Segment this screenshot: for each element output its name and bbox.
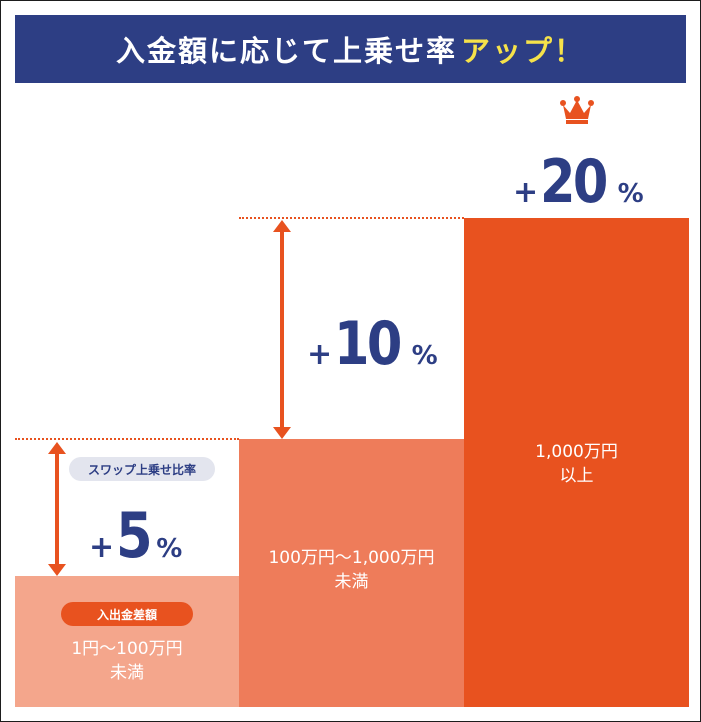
tier-amount-line: 1円～100万円 xyxy=(71,639,183,659)
bonus-sign: + xyxy=(307,337,333,372)
tier-1-amount: 1円～100万円 未満 xyxy=(15,637,239,685)
double-arrow-icon xyxy=(48,442,66,576)
tier-block-3 xyxy=(464,218,689,707)
deposit-difference-pill: 入出金差額 xyxy=(61,602,193,626)
bonus-5-percent: + 5 % xyxy=(89,499,182,572)
tier-2-amount: 100万円～1,000万円 未満 xyxy=(239,546,464,594)
banner-accent: アップ！ xyxy=(461,34,586,68)
dotted-guide-line-1 xyxy=(15,438,239,440)
tier-block-2 xyxy=(239,439,464,707)
tier-amount-line: 未満 xyxy=(334,572,369,592)
bonus-10-percent: + 10 % xyxy=(307,309,438,379)
bonus-value: 5 xyxy=(116,499,153,572)
bonus-unit: % xyxy=(411,341,438,371)
bonus-value: 20 xyxy=(540,147,608,217)
bonus-sign: + xyxy=(513,175,539,210)
swap-ratio-pill: スワップ上乗せ比率 xyxy=(69,457,215,481)
tier-block-1 xyxy=(15,576,239,707)
crown-icon xyxy=(560,96,594,124)
bonus-unit: % xyxy=(156,534,183,564)
double-arrow-icon xyxy=(273,220,291,439)
bonus-sign: + xyxy=(89,530,115,565)
bonus-value: 10 xyxy=(334,309,402,379)
banner-title: 入金額に応じて上乗せ率 xyxy=(115,34,457,68)
tier-amount-line: 1,000万円 xyxy=(535,442,618,462)
tier-amount-line: 100万円～1,000万円 xyxy=(268,548,435,568)
header-banner: 入金額に応じて上乗せ率 アップ！ xyxy=(15,15,686,83)
tier-3-amount: 1,000万円 以上 xyxy=(464,440,689,488)
tier-amount-line: 未満 xyxy=(110,663,144,683)
bonus-unit: % xyxy=(617,179,644,209)
dotted-guide-line-2 xyxy=(239,217,464,219)
bonus-20-percent: + 20 % xyxy=(513,147,644,217)
tier-amount-line: 以上 xyxy=(559,466,594,486)
